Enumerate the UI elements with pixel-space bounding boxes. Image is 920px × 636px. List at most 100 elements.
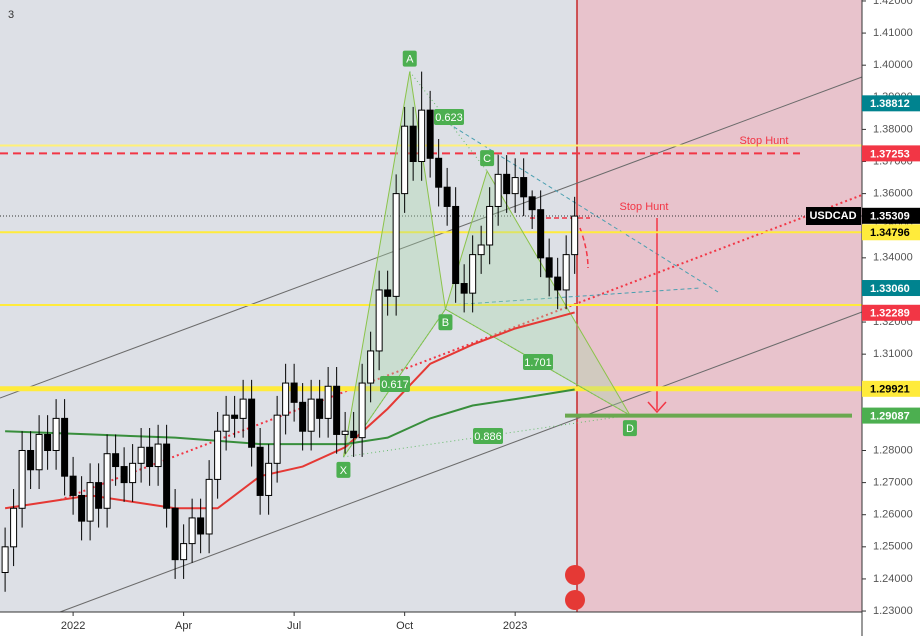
- price-label: 1.34796: [870, 227, 910, 239]
- candle-body: [392, 193, 400, 297]
- candle-body: [95, 482, 103, 509]
- symbol-box: [806, 207, 861, 225]
- candle-body: [231, 414, 239, 419]
- candle-body: [273, 414, 281, 464]
- annotation: Stop Hunt: [620, 201, 669, 213]
- ratio-label: 0.886: [474, 431, 502, 443]
- candle-body: [86, 482, 94, 522]
- candle-body: [171, 507, 179, 561]
- price-label: 1.35309: [870, 211, 910, 223]
- x-tick-label: 2022: [61, 620, 85, 632]
- x-tick-label: Apr: [175, 620, 192, 632]
- candle-body: [333, 385, 341, 435]
- x-tick-label: Oct: [396, 620, 413, 632]
- price-label-box: [862, 224, 920, 241]
- candle-body: [163, 443, 171, 509]
- flag-icon: [565, 590, 585, 610]
- ratio-box: [473, 428, 503, 444]
- candle-body: [503, 173, 511, 195]
- time-axis: [0, 612, 862, 636]
- y-tick-label: 1.42000: [873, 0, 913, 7]
- ratio-box: [523, 354, 553, 370]
- ratio-box: [434, 109, 464, 125]
- y-tick-label: 1.26000: [873, 509, 913, 521]
- y-tick-label: 1.31000: [873, 348, 913, 360]
- candle-body: [460, 283, 468, 294]
- candle-body: [545, 257, 553, 278]
- x-tick-label: Jul: [287, 620, 301, 632]
- y-tick-label: 1.23000: [873, 605, 913, 617]
- pattern-point-label: X: [340, 465, 348, 477]
- candle-body: [248, 398, 256, 448]
- candle-body: [494, 173, 502, 207]
- candle-body: [469, 254, 477, 294]
- candle-body: [341, 430, 349, 435]
- trend-dotted: [59, 194, 863, 501]
- candle-body: [197, 517, 205, 535]
- data-layer: X A B C D 0.623 1.701 0.617 0.886: [0, 50, 862, 592]
- y-tick-label: 1.40000: [873, 59, 913, 71]
- candle-body: [103, 453, 111, 509]
- candle-body: [324, 385, 332, 419]
- candle-body: [299, 401, 307, 432]
- price-label: 1.29921: [870, 384, 910, 396]
- candle-body: [307, 398, 315, 432]
- candle-body: [239, 398, 247, 419]
- arrow-head: [647, 401, 667, 414]
- y-tick-label: 1.24000: [873, 573, 913, 585]
- candle-body: [35, 433, 43, 471]
- y-tick-label: 1.41000: [873, 27, 913, 39]
- candle-body: [562, 254, 570, 291]
- price-label-box: [862, 207, 920, 224]
- pattern-point-box: [480, 150, 495, 167]
- candle-body: [571, 215, 579, 256]
- candle-body: [188, 517, 196, 545]
- candle-body: [10, 507, 18, 548]
- candle-body: [528, 196, 536, 211]
- annotation: Stop Hunt: [740, 135, 789, 147]
- candle-body: [435, 157, 443, 188]
- moving-average: [5, 388, 575, 446]
- candle-body: [401, 125, 409, 195]
- pattern-point-label: A: [406, 54, 414, 66]
- candle-body: [137, 446, 145, 464]
- candle-body: [316, 398, 324, 419]
- price-label-box: [862, 280, 920, 297]
- candle-body: [78, 494, 86, 522]
- price-label: 1.33060: [870, 283, 910, 295]
- price-label: 1.29087: [870, 410, 910, 422]
- price-label: 1.32289: [870, 308, 910, 320]
- badge: 3: [8, 9, 14, 21]
- price-label-box: [862, 304, 920, 321]
- candle-body: [214, 430, 222, 480]
- pattern-point-label: D: [626, 423, 634, 435]
- pattern-point-label: C: [483, 153, 491, 165]
- candle-body: [375, 289, 383, 352]
- pattern-point-label: B: [442, 317, 449, 329]
- candle-body: [205, 478, 213, 535]
- y-tick-label: 1.38000: [873, 123, 913, 135]
- candle-body: [350, 430, 358, 439]
- candle-body: [443, 186, 451, 207]
- ratio-label: 1.701: [524, 357, 552, 369]
- candle-body: [129, 462, 137, 484]
- candle-body: [18, 449, 26, 509]
- candle-body: [120, 466, 128, 484]
- ratio-label: 0.617: [381, 379, 409, 391]
- candle-body: [486, 205, 494, 246]
- candle-body: [180, 543, 188, 561]
- price-label: 1.38812: [870, 98, 910, 110]
- y-tick-label: 1.36000: [873, 188, 913, 200]
- candle-body: [418, 109, 426, 163]
- candle-body: [537, 209, 545, 259]
- y-tick-label: 1.25000: [873, 541, 913, 553]
- price-label: 1.37253: [870, 148, 910, 160]
- candle-body: [1, 546, 9, 574]
- candle-body: [282, 382, 290, 416]
- pattern-point-box: [402, 50, 417, 67]
- candle-body: [477, 244, 485, 256]
- pattern-point-box: [622, 420, 637, 437]
- candle-body: [27, 449, 35, 471]
